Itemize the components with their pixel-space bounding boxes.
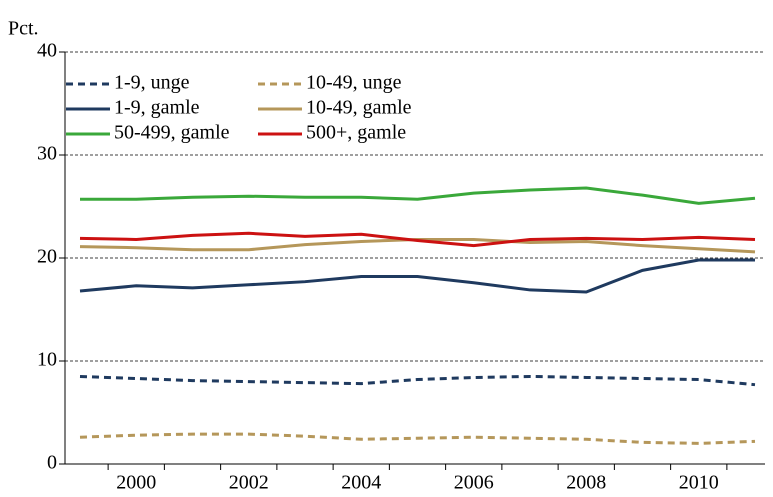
y-tick-label: 40	[37, 40, 57, 62]
legend-label: 1-9, gamle	[114, 97, 200, 119]
y-tick-label: 0	[47, 452, 57, 474]
series-line	[80, 186, 756, 205]
y-tick-label: 10	[37, 349, 57, 371]
legend-label: 500+, gamle	[306, 122, 406, 144]
x-tick-label: 2010	[679, 472, 719, 494]
y-tick-label: 20	[37, 246, 57, 268]
y-tick-label: 30	[37, 143, 57, 165]
legend-label: 50-499, gamle	[114, 122, 230, 144]
x-tick-label: 2008	[566, 472, 606, 494]
legend-label: 1-9, unge	[114, 72, 190, 94]
series-line	[79, 258, 755, 294]
x-tick-label: 2000	[116, 472, 156, 494]
legend-label: 10-49, gamle	[306, 97, 412, 119]
x-tick-label: 2004	[341, 472, 381, 494]
legend-label: 10-49, unge	[306, 72, 402, 94]
x-tick-label: 2002	[229, 472, 269, 494]
series-line	[79, 231, 756, 248]
x-tick-label: 2006	[454, 472, 494, 494]
y-axis-label: Pct.	[8, 18, 39, 40]
series-line	[79, 374, 756, 387]
series-line	[79, 432, 756, 445]
